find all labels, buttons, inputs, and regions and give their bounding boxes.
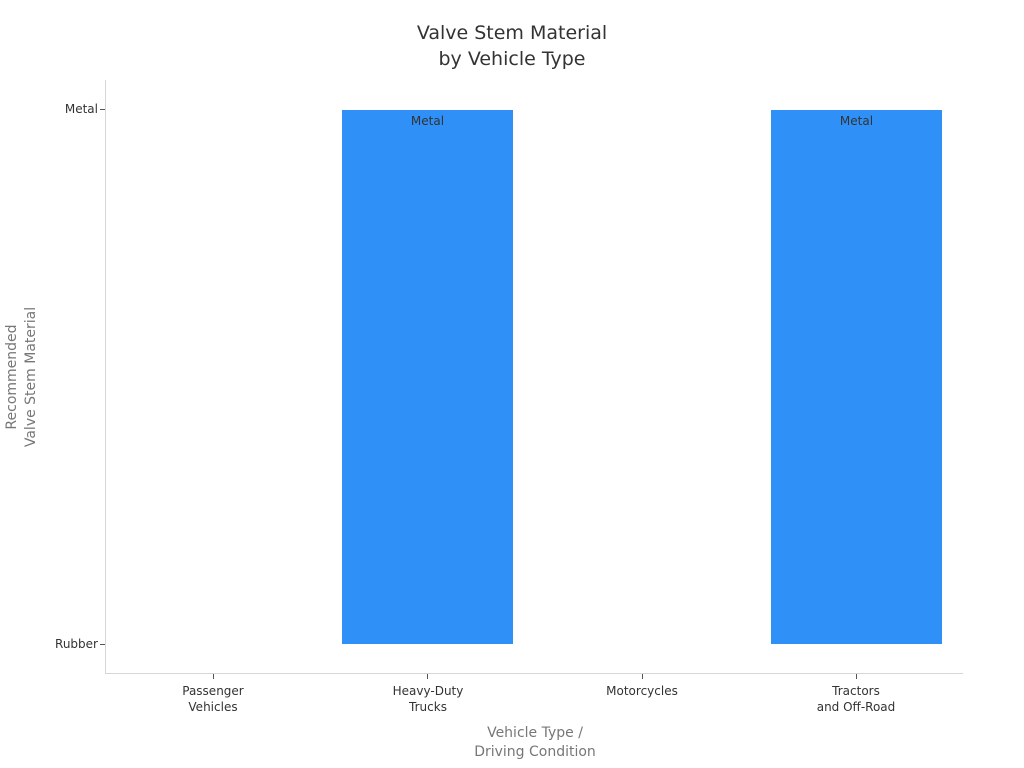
y-axis-line <box>105 80 106 674</box>
x-tick-label-line: and Off-Road <box>816 700 896 714</box>
y-tick-metal <box>100 109 105 110</box>
bar-tractors-off-road: Metal <box>771 110 942 644</box>
x-tick-label-line: Trucks <box>409 700 447 714</box>
x-tick <box>213 674 214 679</box>
chart-title-line-2: by Vehicle Type <box>438 48 586 70</box>
x-tick <box>642 674 643 679</box>
x-axis-title-line-2: Driving Condition <box>474 744 596 760</box>
x-tick-label-line: Passenger <box>182 684 244 698</box>
x-tick <box>856 674 857 679</box>
bar-heavy-duty-trucks: Metal <box>342 110 513 644</box>
chart-title-line-1: Valve Stem Material <box>416 22 608 44</box>
x-axis-title: Vehicle Type / Driving Condition <box>385 724 685 762</box>
x-tick-label-tractors-off-road: Tractors and Off-Road <box>756 683 956 715</box>
y-axis-title-line-1: Recommended <box>4 324 20 430</box>
bar-label: Metal <box>839 114 874 128</box>
y-tick-label-metal: Metal <box>64 102 98 116</box>
y-axis-title-line-2: Valve Stem Material <box>23 306 39 448</box>
x-axis-title-line-1: Vehicle Type / <box>487 725 583 741</box>
x-tick-label-line: Motorcycles <box>606 684 678 698</box>
bar-label: Metal <box>410 114 445 128</box>
x-tick <box>427 674 428 679</box>
y-tick-rubber <box>100 644 105 645</box>
chart-title: Valve Stem Material by Vehicle Type <box>0 20 1024 72</box>
x-tick-label-passenger-vehicles: Passenger Vehicles <box>113 683 313 715</box>
x-tick-label-line: Heavy-Duty <box>392 684 464 698</box>
x-tick-label-heavy-duty-trucks: Heavy-Duty Trucks <box>328 683 528 715</box>
x-axis-line <box>105 673 963 674</box>
x-tick-label-motorcycles: Motorcycles <box>542 683 742 699</box>
x-tick-label-line: Vehicles <box>188 700 238 714</box>
y-tick-label-rubber: Rubber <box>55 637 98 651</box>
x-tick-label-line: Tractors <box>832 684 880 698</box>
y-axis-title: Recommended Valve Stem Material <box>3 307 41 447</box>
